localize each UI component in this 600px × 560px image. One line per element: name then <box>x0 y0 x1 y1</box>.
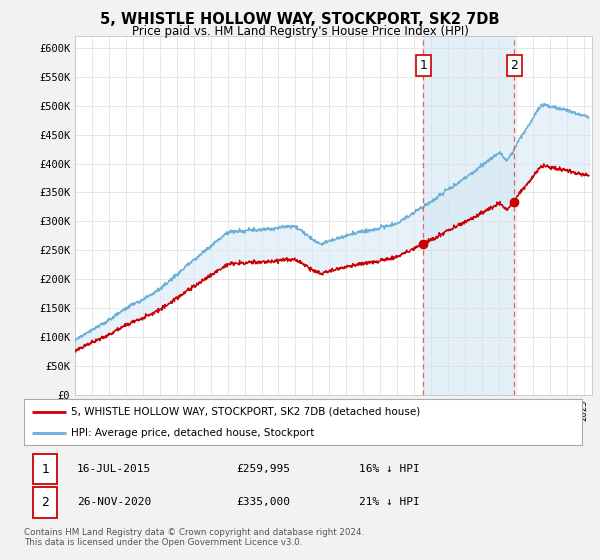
Text: Price paid vs. HM Land Registry's House Price Index (HPI): Price paid vs. HM Land Registry's House … <box>131 25 469 38</box>
Text: £259,995: £259,995 <box>236 464 290 474</box>
Text: 1: 1 <box>41 463 49 475</box>
Text: £335,000: £335,000 <box>236 497 290 507</box>
FancyBboxPatch shape <box>33 454 58 484</box>
Text: 1: 1 <box>419 59 427 72</box>
Text: HPI: Average price, detached house, Stockport: HPI: Average price, detached house, Stoc… <box>71 428 315 438</box>
Text: 2: 2 <box>41 496 49 509</box>
Bar <box>424 36 514 395</box>
Text: 26-NOV-2020: 26-NOV-2020 <box>77 497 151 507</box>
Text: 21% ↓ HPI: 21% ↓ HPI <box>359 497 419 507</box>
Text: Contains HM Land Registry data © Crown copyright and database right 2024.
This d: Contains HM Land Registry data © Crown c… <box>24 528 364 547</box>
Text: 16% ↓ HPI: 16% ↓ HPI <box>359 464 419 474</box>
Text: 5, WHISTLE HOLLOW WAY, STOCKPORT, SK2 7DB (detached house): 5, WHISTLE HOLLOW WAY, STOCKPORT, SK2 7D… <box>71 407 421 417</box>
Text: 16-JUL-2015: 16-JUL-2015 <box>77 464 151 474</box>
FancyBboxPatch shape <box>33 487 58 517</box>
Text: 5, WHISTLE HOLLOW WAY, STOCKPORT, SK2 7DB: 5, WHISTLE HOLLOW WAY, STOCKPORT, SK2 7D… <box>100 12 500 27</box>
Text: 2: 2 <box>510 59 518 72</box>
